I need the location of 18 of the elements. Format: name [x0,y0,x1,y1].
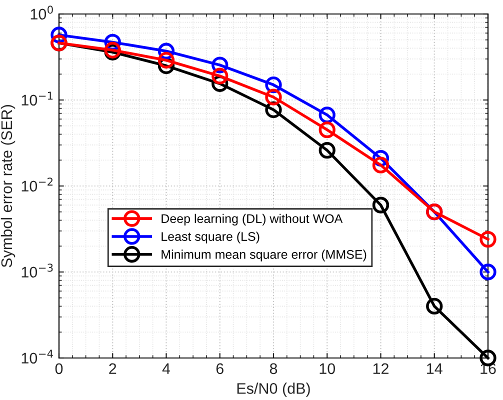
y-axis-title: Symbol error rate (SER) [0,105,16,268]
y-tick-label: 10$^{0}$ [30,6,53,20]
x-tick-label: 14 [427,363,442,374]
y-tick-label: 10$^{−2}$ [22,178,53,192]
x-tick-label: 2 [109,363,116,374]
x-tick-label: 10 [320,363,336,374]
x-tick-label: 4 [162,363,170,374]
x-tick-label: 8 [270,363,278,374]
legend-label: Deep learning (DL) without WOA [162,214,343,226]
x-axis-title: Es/N0 (dB) [237,382,310,397]
legend-label: Minimum mean square error (MMSE) [162,250,366,262]
x-tick-label: 0 [55,363,63,374]
x-tick-label: 6 [216,363,224,374]
y-tick-label: 10$^{−1}$ [22,92,53,106]
y-tick-label: 10$^{−3}$ [22,264,53,278]
legend-label: Least square (LS) [162,232,260,244]
x-tick-label: 12 [373,363,388,374]
y-tick-label: 10$^{−4}$ [22,350,53,364]
